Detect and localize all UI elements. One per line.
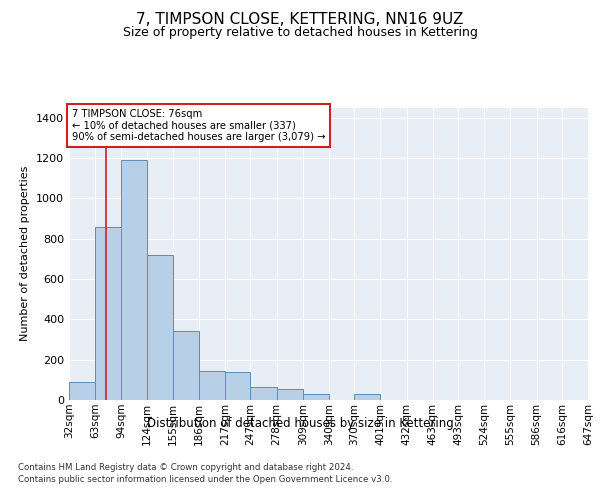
Text: 7 TIMPSON CLOSE: 76sqm
← 10% of detached houses are smaller (337)
90% of semi-de: 7 TIMPSON CLOSE: 76sqm ← 10% of detached… (71, 109, 325, 142)
Bar (121, 160, 146, 400)
Bar (277, 389, 303, 400)
Bar (303, 394, 329, 400)
Bar (173, 332, 199, 400)
Text: Size of property relative to detached houses in Kettering: Size of property relative to detached ho… (122, 26, 478, 39)
Bar (250, 387, 277, 400)
Bar (95, 226, 121, 400)
Bar (69, 382, 95, 400)
Text: Contains HM Land Registry data © Crown copyright and database right 2024.: Contains HM Land Registry data © Crown c… (18, 462, 353, 471)
Text: Distribution of detached houses by size in Kettering: Distribution of detached houses by size … (146, 418, 454, 430)
Text: Contains public sector information licensed under the Open Government Licence v3: Contains public sector information licen… (18, 475, 392, 484)
Bar (199, 371, 225, 400)
Text: 7, TIMPSON CLOSE, KETTERING, NN16 9UZ: 7, TIMPSON CLOSE, KETTERING, NN16 9UZ (136, 12, 464, 28)
Bar (146, 255, 173, 400)
Bar (225, 372, 250, 400)
Y-axis label: Number of detached properties: Number of detached properties (20, 166, 31, 342)
Bar (354, 394, 380, 400)
